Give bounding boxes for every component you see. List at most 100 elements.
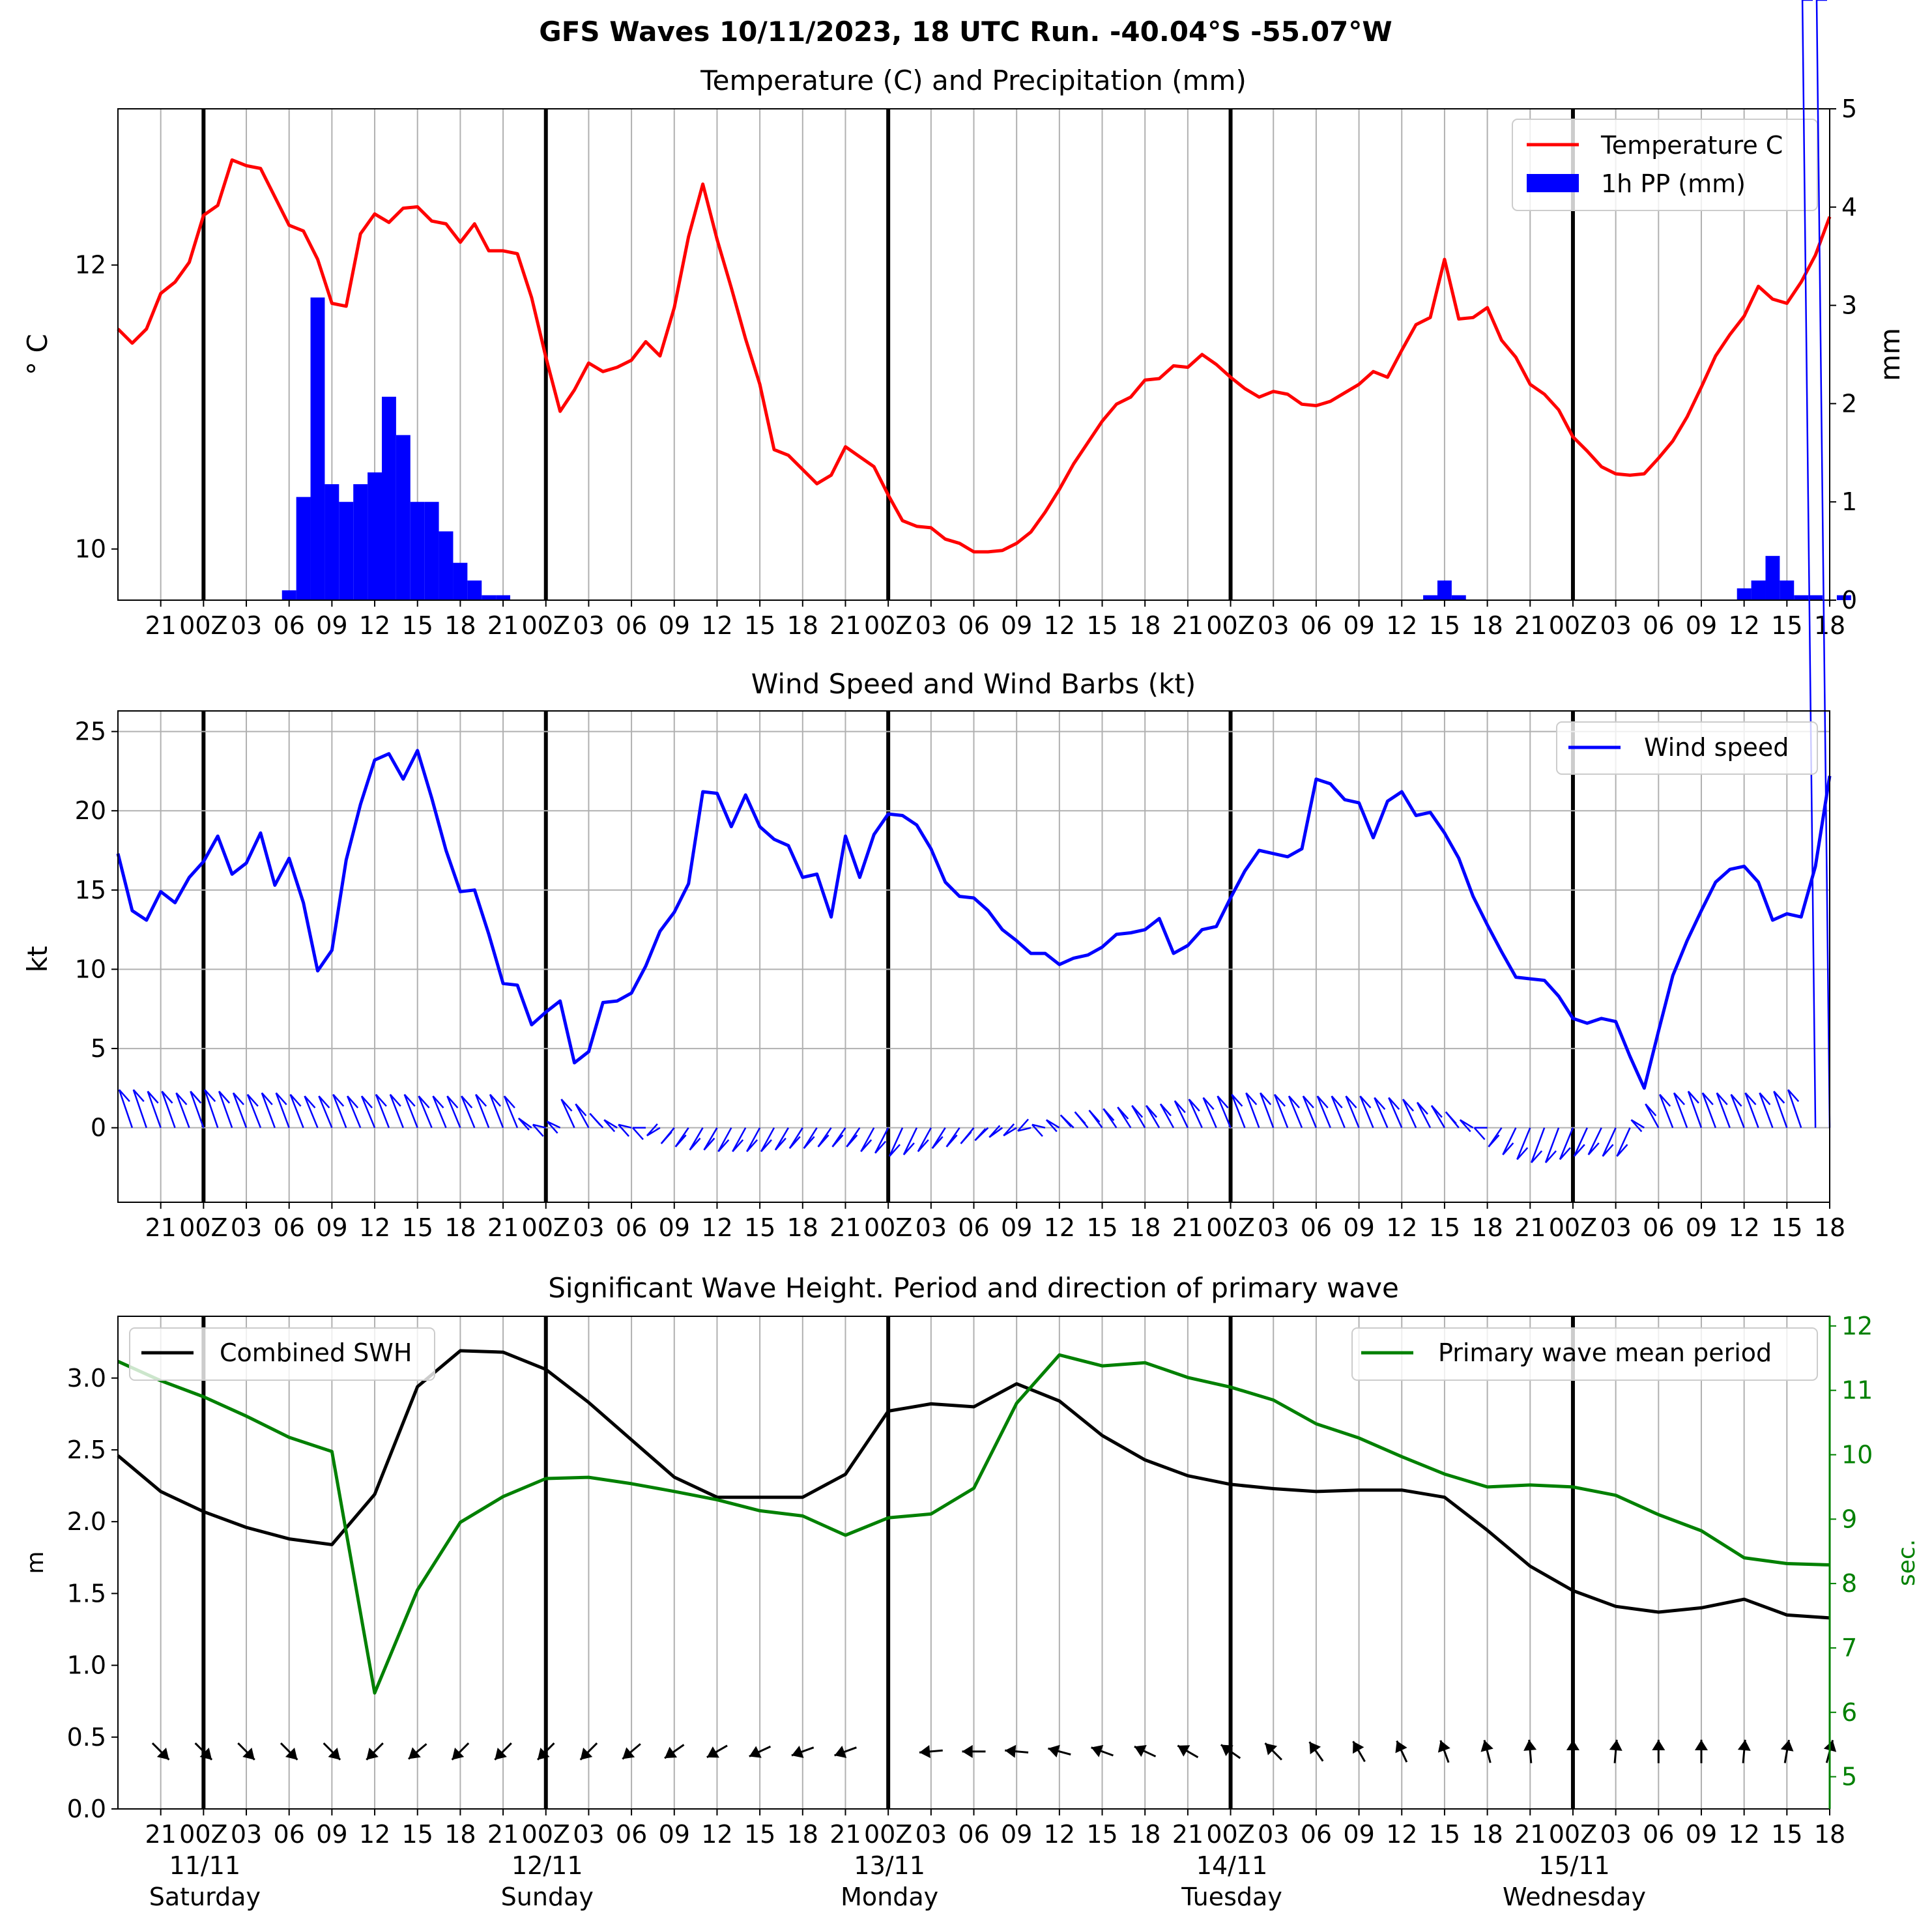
temperature-precipitation-panel: Temperature (C) and Precipitation (mm) 2… — [22, 65, 1906, 640]
wind-barb-flag — [717, 1139, 730, 1152]
wind-barb — [1359, 1095, 1374, 1129]
wind-barb-flag — [1787, 1089, 1800, 1103]
day-weekday-label: Wednesday — [1503, 1883, 1646, 1911]
wind-barb — [1388, 1097, 1403, 1129]
wind-barb — [1602, 1127, 1617, 1157]
wind-barb — [1530, 1127, 1546, 1163]
wind-barb — [375, 1094, 390, 1129]
x-tick-label: 18 — [444, 1820, 476, 1849]
wind-barb-flag — [646, 1123, 658, 1136]
wind-barb — [1131, 1105, 1146, 1129]
wind-barb-flag — [1545, 1150, 1557, 1164]
wind-barb-flag — [774, 1137, 786, 1151]
y-tick-label: 0.0 — [67, 1795, 106, 1823]
wind-barb-flag — [917, 1139, 929, 1152]
x-tick-label: 00Z — [522, 1820, 570, 1849]
x-tick-label: 06 — [958, 611, 989, 640]
wind-barb — [446, 1095, 461, 1129]
precipitation-bars — [281, 297, 1851, 600]
precipitation-bar — [1765, 556, 1780, 600]
x-tick-label: 00Z — [522, 1213, 570, 1242]
wave-arrow-head — [1523, 1739, 1537, 1751]
x-tick-label: 09 — [1001, 1213, 1032, 1242]
wind-barb-flag — [1645, 1103, 1657, 1117]
precipitation-bar — [368, 472, 382, 600]
wind-barb — [532, 1123, 547, 1129]
x-tick-label: 12 — [1386, 611, 1417, 640]
wind-speed-series-line — [116, 749, 1832, 1090]
panel-1-gridlines — [160, 109, 1830, 600]
x-tick-label: 09 — [1686, 1820, 1717, 1849]
wind-barb — [161, 1091, 176, 1129]
day-weekday-label: Monday — [841, 1883, 938, 1911]
legend-wind-label: Wind speed — [1644, 733, 1789, 762]
wind-barb-flag — [332, 1093, 345, 1107]
x-tick-label: 18 — [444, 611, 476, 640]
x-tick-label: 21 — [1514, 1213, 1546, 1242]
temperature-series-line — [117, 158, 1832, 554]
x-tick-label: 18 — [1814, 1820, 1845, 1849]
wind-barb — [917, 1127, 932, 1152]
wind-barb — [1744, 1092, 1759, 1129]
legend-temperature-label: Temperature C — [1600, 131, 1783, 160]
wind-barb — [1188, 1099, 1203, 1129]
wave-arrow-head — [1694, 1739, 1708, 1751]
wind-barb — [618, 1123, 632, 1129]
wind-barb — [717, 1127, 732, 1152]
wind-barb — [1559, 1127, 1574, 1160]
x-tick-label: 06 — [1643, 1213, 1674, 1242]
suptitle: GFS Waves 10/11/2023, 18 UTC Run. -40.04… — [539, 16, 1392, 48]
x-tick-label: 15 — [744, 1820, 775, 1849]
wind-barb-flag — [902, 1142, 915, 1155]
precipitation-bar — [424, 502, 439, 600]
wave-arrow-head — [706, 1746, 719, 1758]
wind-barb-flag — [1188, 1099, 1200, 1112]
wind-barb — [432, 1095, 447, 1129]
wind-barb-flag — [575, 1103, 587, 1117]
x-tick-label: 18 — [1129, 1820, 1161, 1849]
x-tick-label: 06 — [1301, 1820, 1332, 1849]
wind-barb-flag — [1245, 1092, 1258, 1106]
x-tick-label: 15 — [744, 611, 775, 640]
panel-1-x-ticks: 21 00Z 03 06 09 12 15 18 21 00Z 03 06 09 12 15 18 21 00Z 0… — [145, 600, 1845, 640]
x-tick-label: 09 — [1001, 611, 1032, 640]
wind-barb-flag — [860, 1139, 872, 1152]
x-tick-label: 21 — [487, 611, 519, 640]
x-tick-label: 00Z — [1206, 1820, 1254, 1849]
wind-barb — [1374, 1097, 1389, 1129]
y-tick-label: 7 — [1841, 1634, 1857, 1662]
x-tick-label: 06 — [274, 1213, 305, 1242]
wind-barb-flag — [1060, 1114, 1072, 1128]
x-tick-label: 15 — [402, 611, 433, 640]
x-tick-label: 18 — [1129, 611, 1161, 640]
wave-arrow-head — [1737, 1739, 1751, 1751]
wind-barb — [175, 1092, 190, 1129]
x-tick-label: 03 — [1600, 611, 1631, 640]
precipitation-bar — [467, 580, 482, 600]
x-tick-label: 18 — [1129, 1213, 1161, 1242]
wind-barb-flag — [504, 1095, 515, 1108]
x-tick-label: 03 — [573, 611, 604, 640]
wind-barb — [560, 1099, 575, 1129]
wind-barb — [547, 1120, 561, 1129]
wave-arrow-head — [328, 1748, 341, 1760]
wave-arrow-head — [1177, 1745, 1190, 1757]
x-tick-label: 21 — [487, 1213, 519, 1242]
panel-1-title: Temperature (C) and Precipitation (mm) — [700, 65, 1247, 96]
wind-barb — [689, 1127, 704, 1151]
swh-axis-label: m — [22, 1551, 49, 1574]
wave-arrow-head — [1353, 1741, 1364, 1754]
wind-barb — [760, 1127, 775, 1152]
x-tick-label: 03 — [1600, 1213, 1631, 1242]
x-tick-label: 09 — [316, 611, 347, 640]
x-tick-label: 00Z — [522, 611, 570, 640]
wind-barb-flag — [1573, 1144, 1585, 1157]
wind-barb-flag — [618, 1123, 630, 1137]
wind-barb-flag — [831, 1134, 844, 1148]
x-tick-label: 00Z — [179, 611, 227, 640]
y-tick-label: 10 — [75, 535, 106, 564]
wave-arrow-head — [1134, 1745, 1147, 1757]
wind-barb — [746, 1127, 761, 1152]
panel-1-legend: Temperature C 1h PP (mm) — [1512, 119, 1818, 211]
